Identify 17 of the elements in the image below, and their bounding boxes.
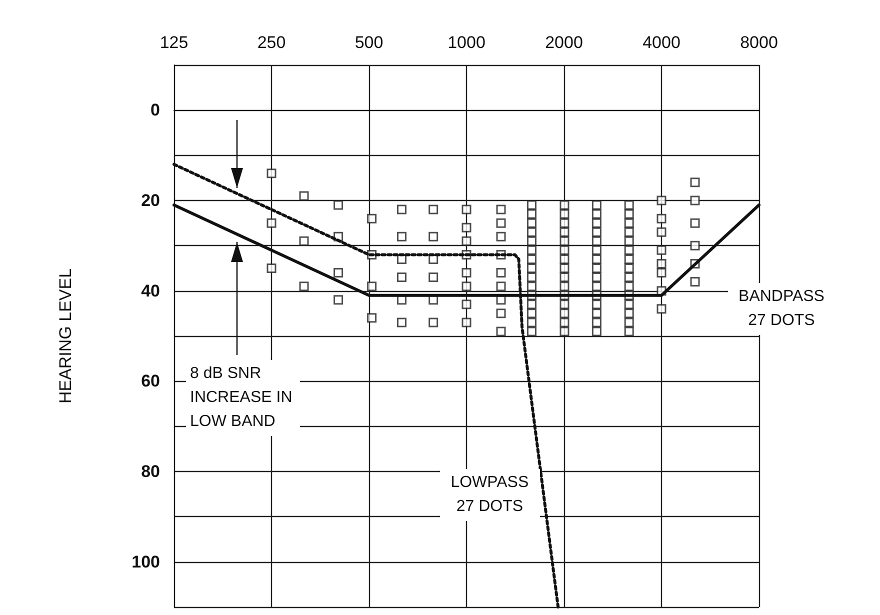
x-tick-label: 125: [160, 33, 188, 52]
text: BANDPASS 27 DOTS: [728, 283, 836, 336]
x-tick-label: 8000: [740, 33, 778, 52]
x-tick-label: 500: [354, 33, 384, 52]
y-tick-label: 20: [141, 191, 160, 210]
x-tick-label: 2000: [545, 33, 583, 52]
y-tick-label: 100: [132, 552, 160, 572]
y-tick-label: 40: [141, 281, 160, 300]
y-axis-title: HEARING LEVEL: [56, 268, 75, 404]
y-tick-label: 80: [141, 462, 160, 481]
x-tick-label: 4000: [642, 33, 680, 52]
series-label: LOWPASS 27 DOTS: [440, 468, 540, 521]
y-tick-label: 60: [141, 372, 160, 391]
annotation: 8 dB SNR INCREASE IN LOW BAND: [186, 360, 300, 436]
y-tick-label: 0: [150, 100, 160, 120]
x-tick-label: 1000: [448, 33, 486, 52]
x-tick-label: 250: [257, 33, 286, 52]
